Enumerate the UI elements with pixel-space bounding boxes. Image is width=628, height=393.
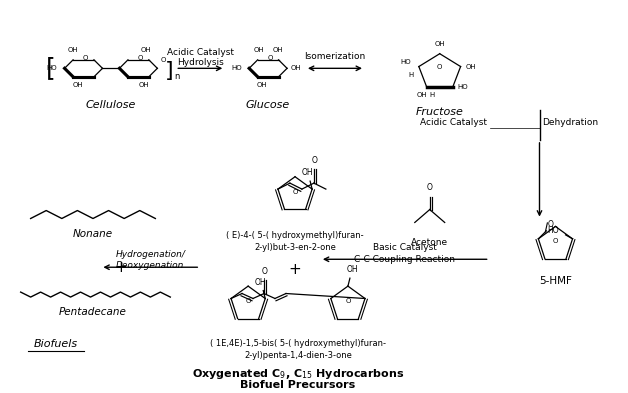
Text: HO: HO [547, 226, 558, 235]
Text: OH: OH [347, 265, 359, 274]
Text: Acetone: Acetone [411, 239, 448, 247]
Text: Biofuel Precursors: Biofuel Precursors [241, 380, 355, 389]
Text: HO: HO [400, 59, 411, 64]
Text: O: O [345, 298, 350, 304]
Text: OH: OH [72, 82, 83, 88]
Text: 2-yl)but-3-en-2-one: 2-yl)but-3-en-2-one [254, 243, 336, 252]
Text: HO: HO [46, 65, 57, 71]
Text: O: O [138, 55, 143, 61]
Text: Dehydration: Dehydration [543, 118, 598, 127]
Text: ]: ] [165, 61, 174, 81]
Text: Fructose: Fructose [416, 107, 463, 117]
Text: O: O [160, 57, 166, 63]
Text: O: O [262, 266, 268, 275]
Text: O: O [312, 156, 318, 165]
Text: Hydrolysis: Hydrolysis [177, 58, 224, 67]
Text: O: O [268, 55, 273, 61]
Text: Deoxygenation: Deoxygenation [116, 261, 185, 270]
Text: ( 1E,4E)-1,5-bis( 5-( hydroxymethyl)furan-: ( 1E,4E)-1,5-bis( 5-( hydroxymethyl)fura… [210, 339, 386, 348]
Text: OH: OH [139, 82, 149, 88]
Text: ( E)-4-( 5-( hydroxymethyl)furan-: ( E)-4-( 5-( hydroxymethyl)furan- [226, 231, 364, 241]
Text: n: n [175, 72, 180, 81]
Text: H: H [409, 72, 414, 77]
Text: 5-HMF: 5-HMF [539, 276, 572, 286]
Text: +: + [114, 260, 127, 275]
Text: Cellulose: Cellulose [85, 100, 136, 110]
Text: Oxygenated C$_9$, C$_{15}$ Hydrocarbons: Oxygenated C$_9$, C$_{15}$ Hydrocarbons [192, 367, 404, 381]
Text: Glucose: Glucose [246, 100, 290, 110]
Text: Nonane: Nonane [72, 230, 112, 239]
Text: OH: OH [465, 64, 476, 70]
Text: Biofuels: Biofuels [33, 339, 78, 349]
Text: OH: OH [253, 47, 264, 53]
Text: Acidic Catalyst: Acidic Catalyst [420, 118, 487, 127]
Text: [: [ [46, 56, 55, 80]
Text: OH: OH [435, 41, 445, 47]
Text: OH: OH [141, 47, 151, 53]
Text: O: O [427, 183, 433, 192]
Text: OH: OH [301, 168, 313, 177]
Text: O: O [437, 64, 442, 70]
Text: Basic Catalyst: Basic Catalyst [373, 243, 436, 252]
Text: Pentadecane: Pentadecane [58, 307, 126, 317]
Text: OH: OH [254, 277, 266, 286]
Text: OH: OH [68, 47, 78, 53]
Text: +: + [289, 262, 301, 277]
Text: 2-yl)penta-1,4-dien-3-one: 2-yl)penta-1,4-dien-3-one [244, 351, 352, 360]
Text: O: O [293, 189, 298, 195]
Text: HO: HO [458, 84, 468, 90]
Text: OH: OH [273, 47, 283, 53]
Text: Isomerization: Isomerization [305, 52, 365, 61]
Text: C-C Coupling Reaction: C-C Coupling Reaction [354, 255, 455, 264]
Text: O: O [246, 298, 251, 304]
Text: O: O [548, 220, 553, 230]
Text: Hydrogenation/: Hydrogenation/ [116, 250, 185, 259]
Text: OH: OH [416, 92, 427, 98]
Text: O: O [83, 55, 88, 61]
Text: OH: OH [291, 65, 301, 71]
Text: H: H [430, 92, 435, 98]
Text: OH: OH [257, 82, 268, 88]
Text: Acidic Catalyst: Acidic Catalyst [167, 48, 234, 57]
Text: HO: HO [232, 65, 242, 71]
Text: O: O [553, 239, 558, 244]
